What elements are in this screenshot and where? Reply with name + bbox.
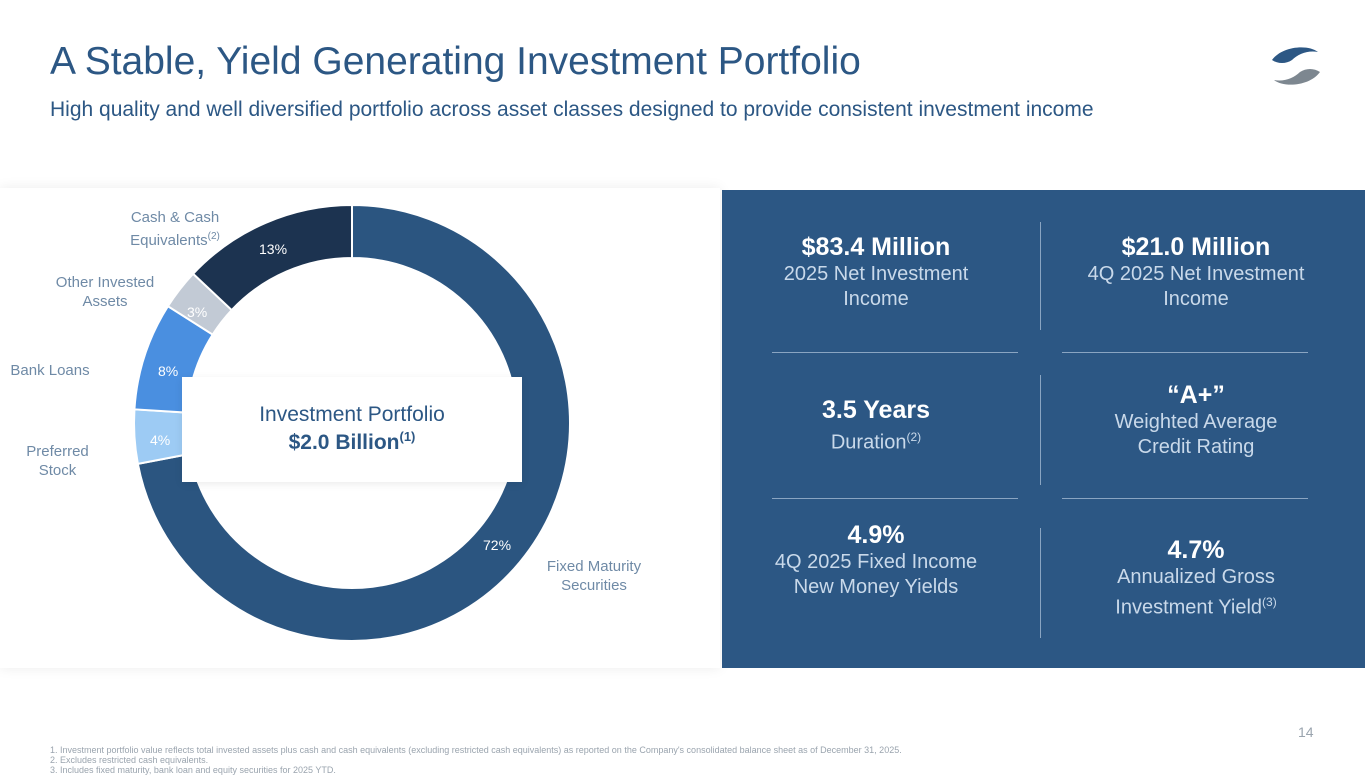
page-subtitle: High quality and well diversified portfo… (50, 98, 1094, 121)
label-text: Cash & Cash Equivalents (130, 209, 220, 249)
total-value: $2.0 Billion (288, 431, 400, 454)
stat-value: 4.9% (847, 521, 905, 549)
footnote: 1. Investment portfolio value reflects t… (50, 745, 902, 755)
divider (1062, 498, 1308, 499)
label-preferred: Preferred Stock (26, 443, 89, 479)
stat-value: $21.0 Million (1121, 233, 1271, 261)
desc-text: Annualized Gross Investment Yield (1115, 566, 1275, 619)
donut-total: $2.0 Billion(1) (182, 429, 522, 455)
stat-net-investment-income: $83.4 Million 2025 Net Investment Income (746, 232, 1006, 312)
stat-desc: 4Q 2025 Fixed Income New Money Yields (774, 551, 978, 598)
footnote-ref: (2) (207, 231, 220, 242)
page-title: A Stable, Yield Generating Investment Po… (50, 40, 861, 83)
footnote-ref: (1) (399, 429, 416, 444)
label-fixed-maturity: Fixed Maturity Securities (546, 558, 642, 594)
pct-bank-loans: 8% (158, 363, 179, 379)
footnote: 2. Excludes restricted cash equivalents. (50, 755, 209, 765)
stat-value: “A+” (1167, 381, 1225, 409)
footnote-ref: (2) (906, 430, 922, 444)
donut-title: Investment Portfolio (259, 403, 445, 426)
desc-text: Duration (830, 431, 907, 454)
divider (1062, 352, 1308, 353)
stat-4q-net-investment-income: $21.0 Million 4Q 2025 Net Investment Inco… (1066, 232, 1326, 312)
footnotes: 1. Investment portfolio value reflects t… (50, 745, 902, 775)
pct-fixed: 72% (483, 537, 512, 553)
stat-desc: 4Q 2025 Net Investment Income (1087, 263, 1305, 310)
pct-cash: 13% (259, 241, 288, 257)
label-other: Other Invested Assets (55, 274, 155, 310)
stat-gross-yield: 4.7% Annualized Gross Investment Yield(3) (1066, 535, 1326, 621)
label-cash: Cash & Cash Equivalents(2) (120, 208, 230, 250)
footnote-ref: (3) (1262, 595, 1277, 609)
divider (1040, 375, 1041, 485)
stat-desc: Weighted Average Credit Rating (1114, 411, 1278, 458)
divider (772, 352, 1018, 353)
portfolio-donut-chart (133, 203, 571, 642)
pct-other: 3% (187, 304, 208, 320)
stat-value: 4.7% (1167, 536, 1225, 564)
donut-slice-4 (191, 203, 353, 312)
divider (1040, 222, 1041, 330)
company-logo-icon (1272, 47, 1320, 85)
label-bank-loans: Bank Loans (10, 362, 90, 379)
page-number: 14 (1298, 724, 1314, 740)
pct-preferred: 4% (150, 432, 171, 448)
stat-value: $83.4 Million (801, 233, 951, 261)
divider (1040, 528, 1041, 638)
stat-credit-rating: “A+” Weighted Average Credit Rating (1066, 380, 1326, 460)
stat-desc: Annualized Gross Investment Yield(3) (1066, 565, 1326, 621)
divider (772, 498, 1018, 499)
stat-duration: 3.5 Years Duration(2) (746, 395, 1006, 456)
footnote: 3. Includes fixed maturity, bank loan an… (50, 765, 336, 775)
stat-new-money-yields: 4.9% 4Q 2025 Fixed Income New Money Yield… (746, 520, 1006, 600)
stat-desc: Duration(2) (746, 425, 1006, 456)
donut-center-label: Investment Portfolio $2.0 Billion(1) (182, 377, 522, 482)
stat-desc: 2025 Net Investment Income (783, 263, 969, 310)
stats-panel: $83.4 Million 2025 Net Investment Income … (722, 190, 1365, 668)
stat-value: 3.5 Years (822, 396, 930, 424)
